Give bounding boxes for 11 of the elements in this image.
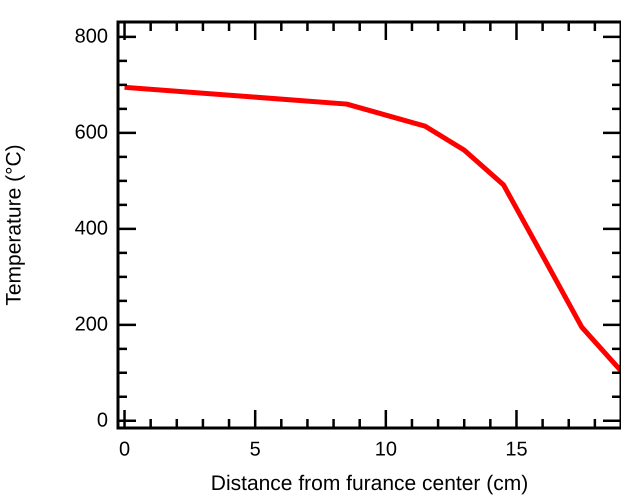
x-tick-label: 0 (118, 438, 130, 461)
y-tick-label: 800 (74, 25, 108, 48)
y-tick-label: 600 (74, 121, 108, 144)
x-axis-title: Distance from furance center (cm) (210, 472, 528, 496)
x-tick-label: 5 (250, 438, 261, 461)
x-tick-label: 15 (505, 438, 528, 461)
y-axis-title: Temperature (°C) (2, 144, 26, 306)
x-tick-label: 10 (374, 438, 397, 461)
y-tick-label: 200 (74, 313, 108, 336)
y-tick-label: 0 (96, 409, 108, 432)
y-tick-label: 400 (74, 217, 108, 240)
